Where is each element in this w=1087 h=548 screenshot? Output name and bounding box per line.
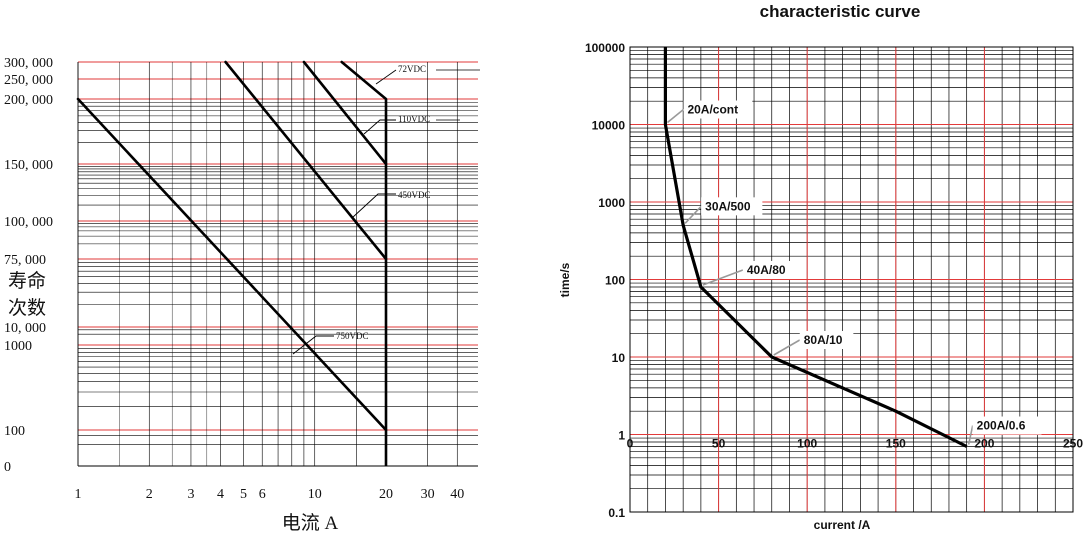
curve-annotation-box bbox=[972, 416, 1042, 435]
life-chart-y-axis-label-line2: 次数 bbox=[8, 297, 46, 319]
life-x-tick-label: 2 bbox=[146, 487, 153, 502]
curve-annotation-leader bbox=[702, 269, 744, 286]
curve-y-tick-label: 10000 bbox=[592, 119, 626, 133]
characteristic-chart-title: characteristic curve bbox=[760, 2, 921, 21]
curve-annotation-leader bbox=[967, 425, 974, 445]
curve-y-tick-label: 1000 bbox=[598, 196, 625, 210]
curve-y-tick-label: 100 bbox=[605, 274, 625, 288]
life-series-line bbox=[76, 97, 388, 432]
characteristic-chart-grid bbox=[629, 46, 1074, 513]
life-chart-labels: 1 2 3 4 5 6 10 20 30 40 300, 000 250, 000 200, 000 15… bbox=[4, 56, 464, 502]
curve-y-tick-label: 10 bbox=[612, 351, 626, 365]
life-y-tick-label: 0 bbox=[4, 460, 11, 475]
curve-annotation-label: 40A/80 bbox=[747, 263, 786, 277]
life-x-tick-label: 6 bbox=[259, 487, 266, 502]
life-series-label: 72VDC bbox=[398, 64, 426, 74]
curve-frame bbox=[629, 46, 1074, 513]
characteristic-chart-x-axis-label: current /A bbox=[814, 518, 871, 532]
curve-x-tick-label: 100 bbox=[797, 437, 817, 451]
curve-x-tick-label: 50 bbox=[712, 437, 726, 451]
curve-annotation-label: 200A/0.6 bbox=[977, 419, 1026, 433]
life-y-tick-label: 100, 000 bbox=[4, 215, 53, 230]
life-series-label: 450VDC bbox=[398, 190, 431, 200]
life-x-tick-label: 1 bbox=[75, 487, 82, 502]
life-chart-x-axis-label: 电流 A bbox=[282, 512, 339, 534]
life-y-tick-label: 150, 000 bbox=[4, 158, 53, 173]
curve-annotation-box bbox=[742, 261, 797, 280]
life-y-tick-label: 100 bbox=[4, 424, 25, 439]
curve-y-tick-label: 100000 bbox=[585, 41, 625, 55]
life-chart-grid bbox=[77, 61, 478, 467]
characteristic-chart-labels: 0.1 1 10 100 1000 10000 100000 0 50 100 150 200 250 2… bbox=[585, 41, 1083, 520]
life-x-tick-label: 30 bbox=[421, 487, 435, 502]
life-series-label: 750VDC bbox=[336, 331, 369, 341]
life-y-tick-label: 300, 000 bbox=[4, 56, 53, 71]
life-x-tick-label: 3 bbox=[187, 487, 194, 502]
characteristic-chart-series bbox=[663, 47, 1042, 448]
life-annotation-leader bbox=[292, 335, 334, 355]
characteristic-curve-chart: characteristic curve 0.11101001000100001… bbox=[558, 2, 1083, 532]
life-series-line bbox=[224, 60, 388, 261]
curve-annotation-leader bbox=[666, 108, 684, 124]
life-y-tick-label: 1000 bbox=[4, 339, 32, 354]
life-y-tick-label: 200, 000 bbox=[4, 93, 53, 108]
curve-y-tick-label: 1 bbox=[618, 429, 625, 443]
curve-series-line bbox=[663, 47, 968, 448]
curve-annotation-leader bbox=[684, 205, 702, 224]
life-annotation-leader bbox=[363, 119, 396, 135]
life-chart-y-axis-label-line1: 寿命 bbox=[8, 270, 46, 292]
curve-annotation-leader bbox=[773, 339, 801, 356]
life-y-tick-label: 250, 000 bbox=[4, 73, 53, 88]
curve-x-tick-label: 200 bbox=[974, 437, 994, 451]
life-annotation-leader bbox=[375, 69, 397, 85]
life-chart-series bbox=[76, 60, 480, 466]
curve-annotation-box bbox=[701, 197, 763, 216]
characteristic-chart-y-axis-label: time/s bbox=[558, 262, 572, 297]
curve-annotation-label: 20A/cont bbox=[687, 103, 738, 117]
life-x-tick-label: 10 bbox=[308, 487, 322, 502]
curve-x-tick-label: 250 bbox=[1063, 437, 1083, 451]
curve-y-tick-label: 0.1 bbox=[608, 506, 625, 520]
curve-x-tick-label: 0 bbox=[627, 437, 634, 451]
curve-annotation-label: 80A/10 bbox=[804, 333, 843, 347]
life-x-tick-label: 20 bbox=[379, 487, 393, 502]
life-x-tick-label: 5 bbox=[240, 487, 247, 502]
life-x-tick-label: 40 bbox=[450, 487, 464, 502]
life-curve-chart: 1 2 3 4 5 6 10 20 30 40 300, 000 250, 000 200, 000 15… bbox=[4, 56, 480, 534]
life-annotation-leader bbox=[351, 193, 396, 219]
curve-annotation-box bbox=[683, 100, 753, 119]
life-x-tick-label: 4 bbox=[217, 487, 224, 502]
life-y-tick-label: 10, 000 bbox=[4, 321, 46, 336]
curve-x-tick-label: 150 bbox=[886, 437, 906, 451]
life-y-tick-label: 75, 000 bbox=[4, 253, 46, 268]
life-series-label: 110VDC bbox=[398, 114, 430, 124]
life-series-line bbox=[340, 60, 388, 101]
curve-annotation-box bbox=[799, 331, 854, 349]
curve-annotation-label: 30A/500 bbox=[705, 199, 751, 213]
life-series-line bbox=[302, 60, 388, 166]
